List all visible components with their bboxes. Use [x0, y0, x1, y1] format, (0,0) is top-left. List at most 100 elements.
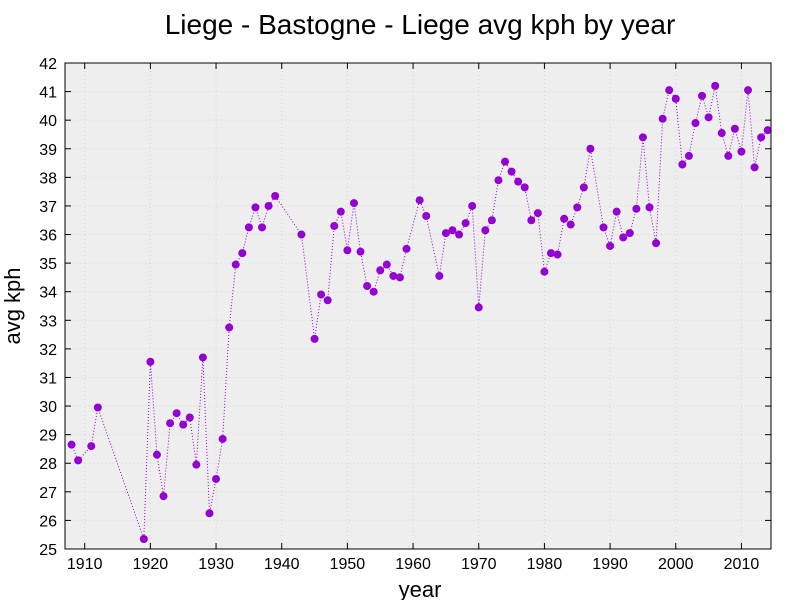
y-tick-label: 33	[39, 313, 57, 330]
x-tick-label: 1930	[198, 556, 234, 573]
data-point	[730, 124, 739, 133]
data-point	[218, 434, 227, 443]
data-point	[520, 183, 529, 192]
data-point	[573, 203, 582, 212]
data-point	[744, 86, 753, 95]
data-point	[533, 209, 542, 218]
data-point	[658, 114, 667, 123]
data-point	[198, 353, 207, 362]
data-point	[684, 151, 693, 160]
x-tick-label: 1910	[67, 556, 103, 573]
y-tick-label: 25	[39, 542, 57, 559]
x-tick-label: 1950	[330, 556, 366, 573]
data-point	[737, 147, 746, 156]
data-point	[271, 191, 280, 200]
data-point	[507, 167, 516, 176]
y-tick-label: 32	[39, 342, 57, 359]
data-point	[691, 119, 700, 128]
data-point	[750, 163, 759, 172]
y-tick-label: 29	[39, 428, 57, 445]
axis-ticks: 25 26 27 28 29 30 31 32 33 34 35 36 37 38 39 40 41 42 1910…	[39, 56, 771, 573]
data-point	[704, 113, 713, 122]
data-point	[481, 226, 490, 235]
data-point	[166, 419, 175, 428]
data-point	[494, 176, 503, 185]
data-point	[514, 177, 523, 186]
data-point	[586, 144, 595, 153]
data-point	[645, 203, 654, 212]
data-point	[323, 296, 332, 305]
data-point	[724, 151, 733, 160]
data-point	[93, 403, 102, 412]
data-point	[487, 216, 496, 225]
y-tick-label: 28	[39, 456, 57, 473]
y-tick-label: 39	[39, 142, 57, 159]
data-point	[310, 334, 319, 343]
data-point	[231, 260, 240, 269]
x-tick-label: 1960	[395, 556, 431, 573]
data-point	[402, 244, 411, 253]
y-tick-label: 27	[39, 485, 57, 502]
data-point	[74, 456, 83, 465]
data-points	[67, 81, 772, 543]
y-tick-label: 30	[39, 399, 57, 416]
data-point	[185, 413, 194, 422]
data-point	[698, 91, 707, 100]
data-point	[455, 230, 464, 239]
plot-frame	[64, 62, 772, 550]
grid-lines	[65, 62, 771, 550]
data-point	[717, 129, 726, 138]
data-point	[264, 201, 273, 210]
data-point	[638, 133, 647, 142]
chart-title: Liege - Bastogne - Liege avg kph by year	[165, 9, 676, 40]
data-point	[632, 204, 641, 213]
x-tick-label: 1940	[264, 556, 300, 573]
data-point	[612, 207, 621, 216]
data-point	[330, 221, 339, 230]
data-point	[468, 201, 477, 210]
y-tick-label: 34	[39, 285, 57, 302]
data-point	[599, 223, 608, 232]
data-point	[258, 223, 267, 232]
data-point	[238, 249, 247, 258]
data-point	[566, 220, 575, 229]
data-point	[415, 196, 424, 205]
data-point	[652, 239, 661, 248]
data-point	[205, 509, 214, 518]
y-tick-label: 35	[39, 256, 57, 273]
y-tick-label: 36	[39, 228, 57, 245]
data-point	[349, 199, 358, 208]
plot-area	[65, 63, 771, 549]
data-point	[244, 223, 253, 232]
y-tick-label: 38	[39, 170, 57, 187]
data-point	[146, 357, 155, 366]
data-point	[212, 474, 221, 483]
data-point	[343, 246, 352, 255]
x-tick-label: 1990	[592, 556, 628, 573]
data-point	[395, 273, 404, 282]
data-point	[87, 442, 96, 451]
y-tick-label: 37	[39, 199, 57, 216]
data-point	[382, 260, 391, 269]
data-point	[619, 233, 628, 242]
y-tick-label: 41	[39, 85, 57, 102]
data-point	[422, 211, 431, 220]
data-point	[67, 440, 76, 449]
data-point	[678, 160, 687, 169]
data-point	[448, 226, 457, 235]
data-point	[711, 81, 720, 90]
data-point	[763, 126, 772, 135]
y-tick-label: 26	[39, 513, 57, 530]
data-point	[317, 290, 326, 299]
data-point	[606, 241, 615, 250]
data-point	[757, 133, 766, 142]
data-point	[356, 247, 365, 256]
x-axis-label: year	[399, 577, 442, 600]
data-point	[501, 157, 510, 166]
data-point	[461, 219, 470, 228]
data-point	[192, 460, 201, 469]
data-point	[665, 86, 674, 95]
data-point	[435, 271, 444, 280]
y-axis-label: avg kph	[0, 267, 25, 344]
